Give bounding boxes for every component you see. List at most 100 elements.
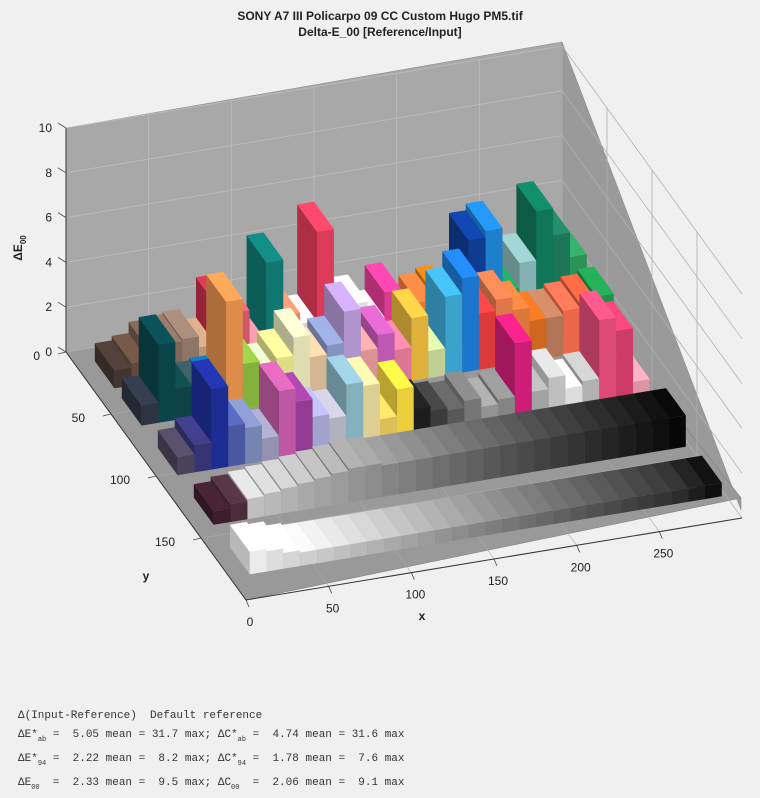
bar-front bbox=[567, 432, 585, 467]
bar-front bbox=[312, 414, 330, 453]
dc-00-value: = 2.06 mean = 9.1 max bbox=[239, 777, 405, 789]
bar-front bbox=[466, 448, 484, 483]
bar-front bbox=[635, 421, 653, 456]
bar-top bbox=[600, 469, 638, 500]
bar-top bbox=[259, 361, 296, 392]
z-tick-label: 0 bbox=[45, 345, 52, 359]
bar-front bbox=[584, 429, 602, 464]
bar-side bbox=[157, 430, 178, 476]
bar-top bbox=[581, 399, 619, 430]
bar-top bbox=[297, 519, 334, 550]
x-tick bbox=[658, 531, 663, 539]
z-tick-label: 6 bbox=[45, 211, 52, 225]
bar-front bbox=[428, 348, 446, 379]
bar-front bbox=[669, 415, 686, 450]
bar-front bbox=[603, 499, 621, 516]
bar-top bbox=[584, 472, 621, 503]
bar-top bbox=[480, 416, 518, 446]
bar-top bbox=[396, 429, 433, 460]
bar-top bbox=[263, 523, 301, 554]
bar-top bbox=[528, 348, 566, 378]
bar-top bbox=[497, 413, 535, 444]
bar-front bbox=[230, 501, 248, 522]
bar-front bbox=[452, 524, 469, 541]
bar-top bbox=[577, 266, 614, 297]
bar-front bbox=[485, 519, 503, 536]
stats-line-3: ΔE00 = 2.33 mean = 9.5 max; ΔC00 = 2.06 … bbox=[18, 774, 405, 798]
bar-top bbox=[364, 508, 402, 539]
bar-top bbox=[579, 290, 617, 321]
bar-front bbox=[365, 463, 383, 500]
bar-front bbox=[435, 527, 452, 544]
bar-top bbox=[256, 328, 294, 359]
bar-top bbox=[278, 453, 315, 484]
bar-front bbox=[399, 460, 416, 495]
de-ab-label: ΔE* bbox=[18, 729, 38, 741]
bar-front bbox=[300, 549, 318, 566]
bar-front bbox=[264, 491, 282, 517]
y-axis-label: y bbox=[143, 569, 150, 583]
chart-title-line2: Delta-E_00 [Reference/Input] bbox=[298, 25, 462, 39]
bar-front bbox=[517, 440, 535, 475]
bar-front bbox=[382, 462, 400, 497]
z-tick-label: 2 bbox=[45, 300, 52, 314]
bar-top bbox=[193, 481, 231, 512]
bar-top bbox=[391, 288, 429, 319]
bar-top bbox=[121, 375, 159, 406]
y-tick bbox=[192, 537, 202, 541]
bar-front bbox=[350, 541, 368, 558]
de-ab-sub: ab bbox=[37, 736, 47, 744]
dc-94-sub: 94 bbox=[237, 760, 247, 768]
x-tick bbox=[410, 572, 415, 580]
bar-top bbox=[442, 248, 479, 279]
bar-top bbox=[526, 288, 564, 319]
bar-front bbox=[314, 476, 332, 509]
bar-front bbox=[483, 446, 501, 481]
bar-top bbox=[326, 354, 364, 385]
dc-ab-label: ΔC* bbox=[217, 729, 238, 741]
bar-front bbox=[570, 505, 587, 522]
dc-94-label: ΔC* bbox=[217, 753, 238, 765]
z-tick bbox=[57, 167, 67, 174]
bar-front bbox=[654, 491, 672, 508]
bar-front bbox=[671, 488, 689, 505]
dc-ab-sub: ab bbox=[237, 736, 247, 744]
bar-front bbox=[283, 550, 301, 569]
bar-top bbox=[514, 410, 551, 441]
bar-top bbox=[331, 514, 368, 545]
bar-top bbox=[343, 356, 380, 387]
bar-front bbox=[249, 549, 267, 575]
dc-00-sub: 00 bbox=[231, 784, 240, 792]
bar-top bbox=[314, 517, 351, 547]
y-tick bbox=[57, 351, 67, 355]
bar-front bbox=[637, 494, 655, 511]
bar-top bbox=[427, 380, 465, 411]
bar-top bbox=[345, 436, 383, 467]
y-tick-label: 0 bbox=[33, 349, 40, 363]
axis-edge bbox=[245, 517, 743, 601]
bar-top bbox=[564, 402, 602, 433]
bar-front bbox=[548, 375, 566, 414]
bar-top bbox=[634, 464, 672, 494]
bar-front bbox=[468, 521, 486, 539]
z-tick bbox=[57, 257, 67, 263]
bar-top bbox=[225, 398, 262, 429]
z-tick bbox=[57, 346, 67, 353]
bar-top bbox=[476, 269, 513, 300]
bar-top bbox=[398, 503, 436, 534]
bar-front bbox=[462, 275, 479, 373]
bar-top bbox=[463, 418, 501, 449]
de-94-label: ΔE* bbox=[18, 753, 38, 765]
bar-front bbox=[705, 482, 722, 500]
z-axis-label: ΔE00 bbox=[11, 235, 28, 261]
bar-front bbox=[384, 535, 402, 553]
bar-front bbox=[618, 423, 636, 458]
bar-front bbox=[449, 451, 467, 486]
x-tick bbox=[328, 586, 333, 594]
bar-top bbox=[138, 314, 176, 345]
bar-front bbox=[213, 508, 231, 525]
bar-top bbox=[297, 201, 334, 232]
bar-top bbox=[357, 305, 395, 335]
bar-top bbox=[295, 448, 332, 479]
